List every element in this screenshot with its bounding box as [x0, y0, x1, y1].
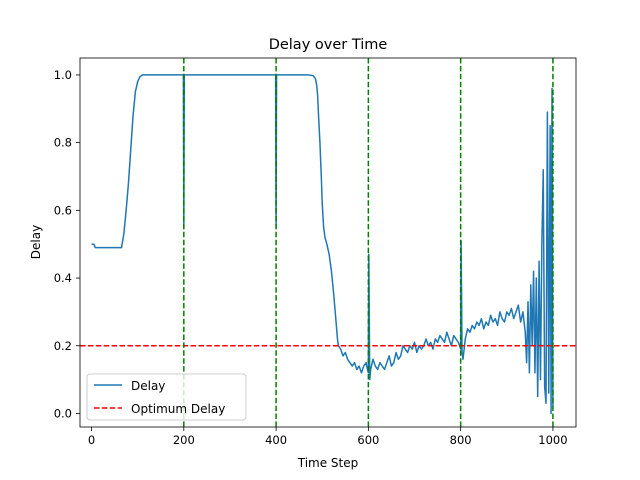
y-tick-label: 1.0 — [54, 68, 72, 82]
y-tick-label: 0.2 — [54, 339, 72, 353]
legend-box — [86, 373, 247, 421]
delay-series-line — [91, 74, 554, 415]
y-tick-label: 0.4 — [54, 271, 72, 285]
y-tick-label: 0.6 — [54, 203, 72, 217]
x-tick-label: 1000 — [538, 433, 567, 447]
y-axis-label: Delay — [29, 225, 43, 259]
x-axis-label: Time Step — [297, 456, 359, 470]
plot-frame — [79, 57, 577, 428]
x-tick-label: 200 — [173, 433, 195, 447]
y-axis: 0.0 0.2 0.4 0.6 0.8 1.0 — [54, 68, 80, 420]
chart-title: Delay over Time — [269, 37, 388, 53]
y-tick-label: 0.8 — [54, 136, 72, 150]
x-tick-label: 400 — [265, 433, 287, 447]
x-tick-label: 0 — [88, 433, 95, 447]
legend-label-delay: Delay — [131, 379, 165, 393]
x-tick-label: 800 — [450, 433, 472, 447]
x-tick-label: 600 — [357, 433, 379, 447]
y-tick-label: 0.0 — [54, 406, 72, 420]
legend-label-optimum-delay: Optimum Delay — [131, 402, 225, 416]
legend: Delay Optimum Delay — [86, 373, 247, 421]
plot-content — [80, 58, 576, 427]
x-axis: 0 200 400 600 800 1000 — [88, 427, 568, 447]
